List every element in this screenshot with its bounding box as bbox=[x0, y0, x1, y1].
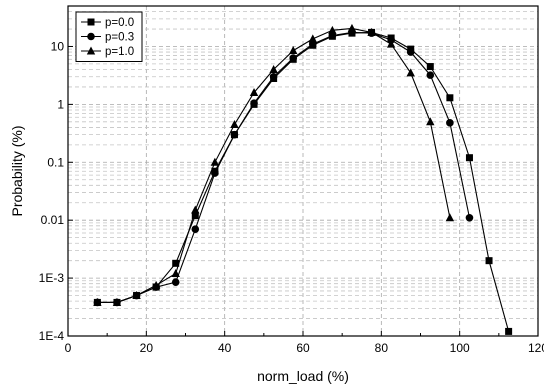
data-point bbox=[171, 278, 180, 286]
data-point bbox=[112, 297, 122, 306]
axes: 0 20 40 60 80 100 120 1E-4 1E-3 0.01 0.1 1 10 bbox=[39, 39, 544, 355]
data-point bbox=[328, 25, 337, 34]
data-point bbox=[289, 46, 298, 55]
data-point bbox=[446, 119, 454, 127]
data-point bbox=[446, 94, 454, 102]
data-point bbox=[93, 297, 102, 306]
x-tick-label: 20 bbox=[140, 341, 154, 355]
data-point bbox=[86, 46, 96, 55]
y-tick-label: 1E-4 bbox=[39, 329, 65, 343]
legend-label: p=0.3 bbox=[105, 32, 134, 44]
series bbox=[93, 23, 455, 306]
data-point bbox=[445, 213, 455, 222]
data-point bbox=[289, 54, 298, 62]
x-tick-label: 60 bbox=[296, 341, 310, 355]
data-point bbox=[230, 119, 239, 128]
legend-label: p=0.0 bbox=[105, 17, 134, 29]
data-point bbox=[347, 23, 357, 32]
data-point bbox=[465, 154, 473, 162]
data-point bbox=[132, 291, 141, 300]
x-tick-label: 80 bbox=[375, 341, 389, 355]
x-axis-label: norm_load (%) bbox=[257, 368, 349, 384]
series-line bbox=[97, 31, 471, 303]
data-point bbox=[191, 205, 200, 214]
data-point bbox=[426, 117, 435, 126]
data-point bbox=[406, 48, 415, 56]
data-point bbox=[172, 259, 180, 267]
data-point bbox=[269, 72, 278, 81]
data-point bbox=[191, 212, 199, 220]
data-point bbox=[250, 99, 258, 107]
data-point bbox=[249, 88, 259, 97]
grid-lines bbox=[68, 6, 538, 336]
x-tick-label: 120 bbox=[528, 341, 544, 355]
data-point bbox=[465, 213, 474, 222]
data-point bbox=[230, 130, 239, 139]
y-tick-label: 10 bbox=[51, 39, 65, 53]
y-tick-label: 1 bbox=[57, 97, 64, 111]
y-tick-label: 0.01 bbox=[41, 213, 65, 227]
series-layer bbox=[93, 23, 513, 335]
data-point bbox=[171, 269, 180, 278]
data-point bbox=[426, 71, 435, 79]
data-point bbox=[406, 68, 415, 77]
legend: p=0.0 p=0.3 p=1.0 bbox=[75, 11, 143, 62]
data-point bbox=[367, 27, 376, 36]
data-point bbox=[87, 18, 95, 26]
x-tick-label: 40 bbox=[218, 341, 232, 355]
data-point bbox=[191, 225, 200, 233]
data-point bbox=[210, 157, 220, 166]
data-point bbox=[426, 63, 434, 71]
data-point bbox=[308, 34, 317, 43]
data-point bbox=[87, 32, 95, 41]
data-point bbox=[269, 65, 278, 74]
series-line bbox=[97, 31, 510, 332]
x-tick-label: 100 bbox=[450, 341, 470, 355]
series bbox=[93, 28, 474, 307]
y-tick-label: 0.1 bbox=[47, 155, 64, 169]
data-point bbox=[151, 280, 161, 289]
y-tick-label: 1E-3 bbox=[39, 271, 65, 285]
data-point bbox=[505, 327, 513, 335]
y-axis-label: Probability (%) bbox=[9, 125, 25, 216]
data-point bbox=[485, 257, 493, 265]
data-point bbox=[386, 39, 396, 48]
legend-label: p=1.0 bbox=[105, 46, 134, 58]
data-point bbox=[211, 169, 219, 177]
x-tick-label: 0 bbox=[65, 341, 72, 355]
